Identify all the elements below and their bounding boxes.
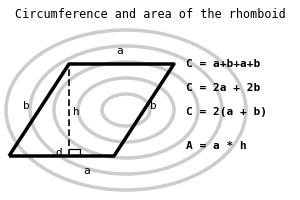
Text: Circumference and area of the rhomboid: Circumference and area of the rhomboid <box>15 8 285 21</box>
Text: b: b <box>23 101 30 111</box>
Text: C = 2(a + b): C = 2(a + b) <box>186 107 267 117</box>
Text: h: h <box>74 107 80 117</box>
Text: a: a <box>84 166 90 176</box>
Text: C = a+b+a+b: C = a+b+a+b <box>186 59 260 69</box>
Text: a: a <box>117 46 123 56</box>
Text: C = 2a + 2b: C = 2a + 2b <box>186 83 260 93</box>
Text: b: b <box>150 101 157 111</box>
Text: d: d <box>55 148 62 158</box>
Text: A = a * h: A = a * h <box>186 141 247 151</box>
